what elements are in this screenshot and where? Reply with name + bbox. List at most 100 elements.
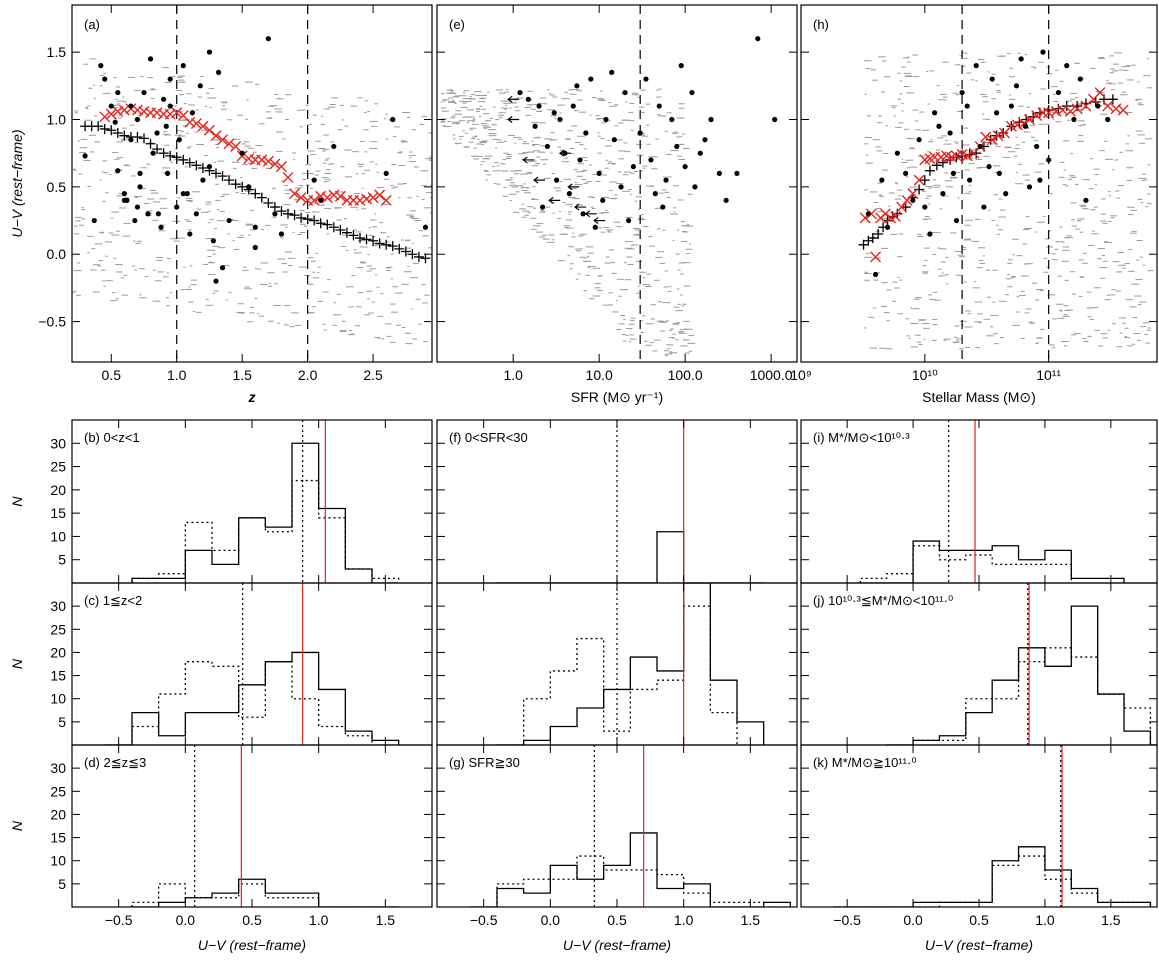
field-galaxy-mark	[877, 182, 883, 184]
median-point	[368, 235, 379, 246]
field-galaxy-mark	[258, 315, 264, 317]
field-galaxy-mark	[397, 152, 402, 154]
field-galaxy-mark	[350, 105, 358, 107]
field-galaxy-mark	[865, 253, 870, 255]
field-galaxy-mark	[964, 326, 973, 328]
field-galaxy-mark	[655, 138, 660, 140]
mean-point	[879, 208, 891, 220]
field-galaxy-mark	[688, 350, 693, 352]
ticks	[801, 420, 1157, 583]
data-point	[652, 191, 658, 197]
field-galaxy-mark	[897, 72, 901, 74]
field-galaxy-mark	[479, 141, 488, 143]
data-point	[210, 238, 216, 244]
field-galaxy-mark	[222, 193, 229, 195]
field-galaxy-mark	[1119, 332, 1123, 334]
field-galaxy-mark	[266, 117, 273, 119]
field-galaxy-mark	[1131, 64, 1136, 66]
field-galaxy-mark	[928, 187, 932, 189]
field-galaxy-mark	[909, 307, 913, 309]
field-galaxy-mark	[672, 323, 680, 325]
field-galaxy-mark	[1046, 73, 1050, 75]
field-galaxy-mark	[139, 297, 147, 299]
field-galaxy-mark	[1045, 123, 1050, 125]
field-galaxy-mark	[1147, 58, 1150, 60]
field-galaxy-mark	[623, 142, 628, 144]
field-galaxy-mark	[1130, 232, 1137, 234]
data-point	[622, 89, 628, 96]
field-galaxy-mark	[162, 133, 169, 135]
field-galaxy-mark	[864, 279, 870, 281]
field-galaxy-mark	[220, 195, 225, 197]
field-galaxy-mark	[605, 159, 609, 161]
field-galaxy-mark	[1099, 150, 1105, 152]
data-point	[953, 217, 960, 224]
field-galaxy-mark	[922, 271, 929, 273]
field-galaxy-mark	[865, 154, 869, 156]
field-galaxy-mark	[442, 125, 447, 127]
field-galaxy-mark	[501, 107, 508, 109]
field-galaxy-mark	[959, 348, 965, 350]
field-galaxy-mark	[1032, 322, 1035, 324]
field-galaxy-mark	[648, 156, 652, 158]
field-galaxy-mark	[642, 277, 646, 279]
field-galaxy-mark	[284, 119, 289, 121]
field-galaxy-mark	[295, 324, 302, 326]
field-galaxy-mark	[1059, 309, 1063, 311]
field-galaxy-mark	[326, 158, 330, 160]
field-galaxy-mark	[630, 319, 635, 321]
field-galaxy-mark	[649, 245, 656, 247]
field-galaxy-mark	[485, 155, 493, 157]
field-galaxy-mark	[481, 140, 487, 142]
mean-point	[256, 154, 268, 166]
field-galaxy-mark	[500, 100, 508, 102]
field-galaxy-mark	[226, 119, 233, 121]
field-galaxy-mark	[481, 161, 486, 163]
field-galaxy-mark	[526, 104, 533, 106]
series-dot	[82, 36, 429, 284]
field-galaxy-mark	[680, 345, 688, 347]
field-galaxy-mark	[878, 56, 886, 58]
plot-area	[858, 5, 1154, 362]
mean-point	[151, 107, 163, 119]
field-galaxy-mark	[1052, 93, 1056, 95]
x-tick-label: 10.0	[586, 367, 613, 383]
field-galaxy-mark	[650, 185, 654, 187]
field-galaxy-mark	[1014, 147, 1020, 149]
field-galaxy-mark	[1009, 67, 1014, 69]
field-galaxy-mark	[933, 184, 941, 186]
field-galaxy-mark	[89, 58, 97, 60]
field-galaxy-mark	[188, 301, 194, 303]
field-galaxy-mark	[1052, 118, 1055, 120]
field-galaxy-mark	[1102, 337, 1108, 339]
series-plus	[858, 94, 1118, 250]
field-galaxy-mark	[99, 232, 105, 234]
field-galaxy-mark	[1112, 169, 1115, 171]
field-galaxy-mark	[574, 198, 580, 200]
field-galaxy-mark	[244, 288, 252, 290]
field-galaxy-mark	[390, 253, 394, 255]
field-galaxy-mark	[294, 187, 303, 189]
field-galaxy-mark	[367, 254, 370, 256]
field-galaxy-mark	[681, 240, 688, 242]
field-galaxy-mark	[1012, 324, 1020, 326]
field-galaxy-mark	[479, 142, 487, 144]
field-galaxy-mark	[369, 147, 378, 149]
field-galaxy-mark	[666, 197, 671, 199]
field-galaxy-mark	[400, 140, 406, 142]
field-galaxy-mark	[102, 280, 106, 282]
field-galaxy-mark	[1118, 185, 1125, 187]
field-galaxy-mark	[607, 140, 610, 142]
field-galaxy-mark	[999, 55, 1006, 57]
field-galaxy-mark	[637, 285, 641, 287]
field-galaxy-mark	[305, 104, 309, 106]
field-galaxy-mark	[668, 337, 674, 339]
data-point	[517, 89, 523, 96]
field-galaxy-mark	[884, 348, 893, 350]
field-galaxy-mark	[222, 264, 230, 266]
field-galaxy-mark	[255, 145, 263, 147]
field-galaxy-mark	[991, 98, 996, 100]
y-tick-label: 30	[50, 598, 66, 614]
data-point	[566, 191, 572, 197]
